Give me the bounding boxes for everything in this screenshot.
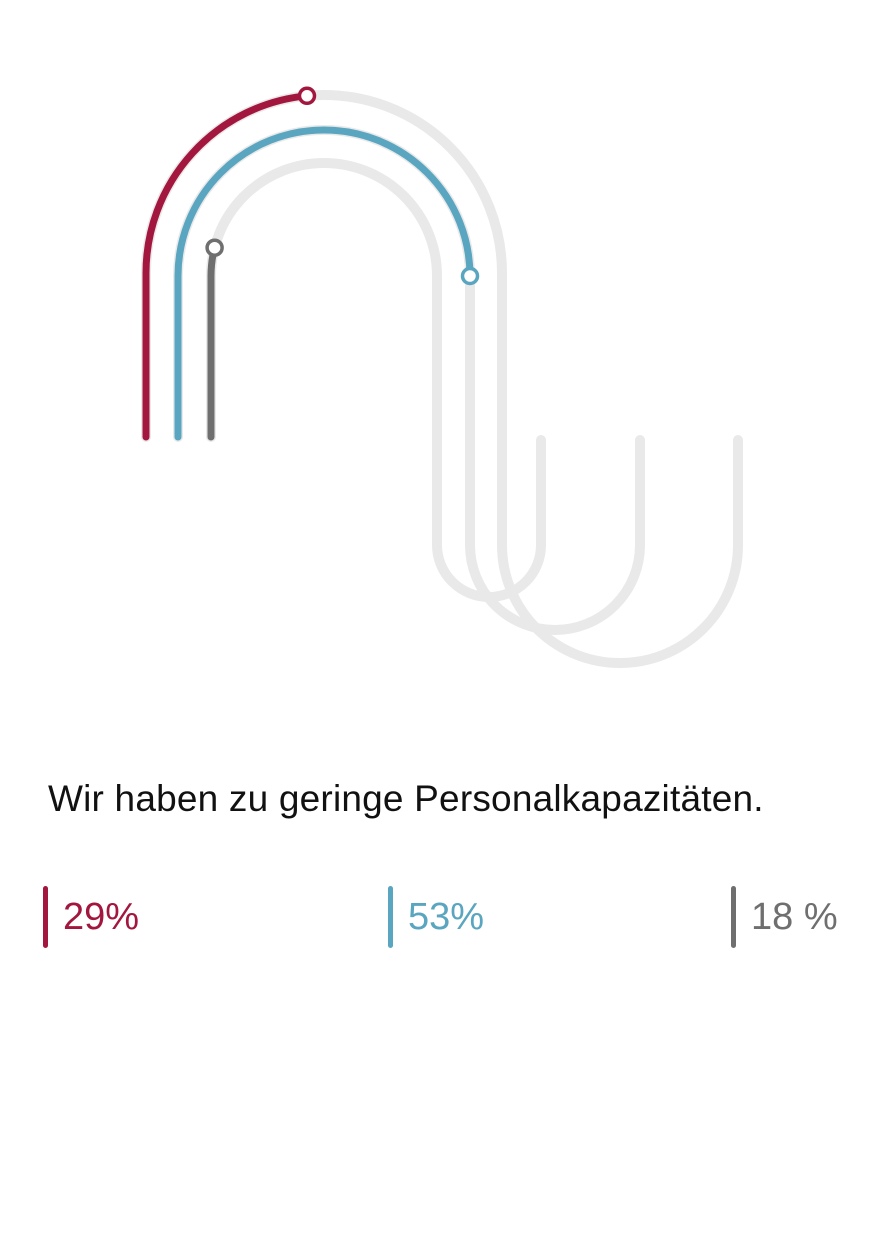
legend-item-3: 18 % (731, 886, 838, 948)
question-text: Wir haben zu geringe Personalkapazitäten… (48, 778, 764, 819)
value-arc-1 (142, 92, 311, 441)
legend-marker-1 (43, 886, 48, 948)
legend-item-1: 29% (43, 886, 139, 948)
value-arcs (142, 86, 480, 441)
legend-value-2: 53% (408, 896, 485, 938)
legend-marker-3 (731, 886, 736, 948)
value-arc-2 (174, 126, 474, 441)
value-endpoint-1 (297, 86, 317, 106)
value-endpoint-3 (205, 238, 224, 257)
value-endpoint-2 (460, 266, 480, 286)
track-lane-3 (206, 158, 546, 602)
value-arc-3 (207, 244, 219, 441)
background-tracks (141, 90, 743, 668)
serpentine-track-chart (141, 86, 743, 668)
legend-value-1: 29% (63, 896, 140, 938)
legend-value-3: 18 % (751, 896, 838, 938)
legend-marker-2 (388, 886, 393, 948)
legend-item-2: 53% (388, 886, 484, 948)
